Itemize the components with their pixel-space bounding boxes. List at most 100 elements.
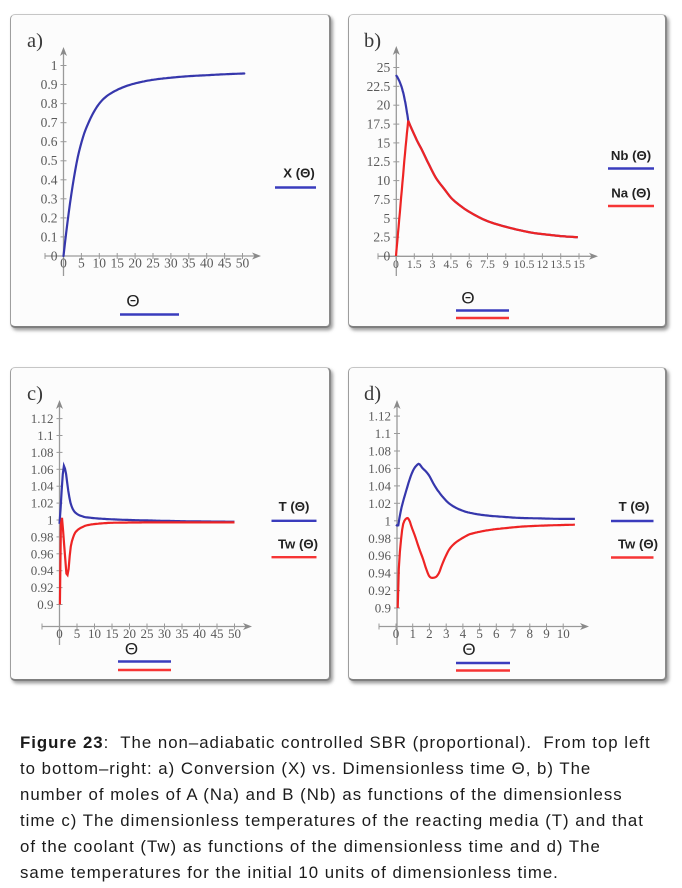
svg-text:Nb (Θ): Nb (Θ): [611, 148, 651, 163]
svg-text:0.9: 0.9: [41, 77, 58, 92]
svg-text:Θ: Θ: [461, 289, 474, 308]
svg-text:1.04: 1.04: [31, 479, 54, 494]
svg-text:1.04: 1.04: [368, 478, 391, 493]
svg-text:Θ: Θ: [126, 292, 139, 311]
svg-text:Na (Θ): Na (Θ): [611, 186, 651, 201]
svg-text:10.5: 10.5: [514, 257, 535, 271]
svg-text:7: 7: [510, 626, 517, 641]
svg-text:b): b): [364, 30, 381, 52]
svg-text:45: 45: [211, 626, 224, 641]
svg-text:a): a): [27, 30, 43, 52]
svg-text:0: 0: [384, 249, 391, 264]
svg-text:d): d): [364, 383, 381, 405]
svg-text:10: 10: [377, 173, 391, 188]
svg-text:12: 12: [537, 257, 549, 271]
svg-text:Tw (Θ): Tw (Θ): [618, 537, 658, 552]
svg-text:1.08: 1.08: [31, 445, 54, 460]
svg-text:3: 3: [443, 626, 450, 641]
svg-text:Θ: Θ: [462, 640, 475, 659]
svg-text:25: 25: [146, 256, 160, 271]
svg-text:0.9: 0.9: [37, 597, 53, 612]
svg-text:T (Θ): T (Θ): [279, 499, 310, 514]
svg-text:0.92: 0.92: [368, 583, 391, 598]
svg-text:1: 1: [385, 513, 392, 528]
svg-text:0.98: 0.98: [368, 531, 391, 546]
svg-text:15: 15: [377, 135, 391, 150]
svg-text:5: 5: [476, 626, 483, 641]
svg-text:0.9: 0.9: [375, 601, 391, 616]
svg-text:35: 35: [182, 256, 196, 271]
svg-text:13.5: 13.5: [550, 257, 571, 271]
svg-text:X (Θ): X (Θ): [283, 166, 315, 181]
svg-text:25: 25: [141, 626, 154, 641]
svg-text:2.5: 2.5: [373, 230, 390, 245]
svg-text:0.94: 0.94: [31, 563, 54, 578]
svg-text:20: 20: [128, 256, 142, 271]
svg-text:5: 5: [78, 256, 85, 271]
svg-text:7.5: 7.5: [373, 192, 390, 207]
svg-text:0.6: 0.6: [41, 134, 58, 149]
svg-text:10: 10: [88, 626, 101, 641]
svg-text:6: 6: [493, 626, 500, 641]
svg-text:2: 2: [426, 626, 433, 641]
svg-text:0.1: 0.1: [41, 229, 58, 244]
svg-text:40: 40: [193, 626, 206, 641]
svg-text:4: 4: [460, 626, 467, 641]
svg-text:30: 30: [164, 256, 178, 271]
svg-text:0.7: 0.7: [41, 115, 58, 130]
svg-text:1.06: 1.06: [31, 462, 54, 477]
svg-text:10: 10: [557, 626, 570, 641]
svg-text:1: 1: [47, 513, 54, 528]
svg-text:15: 15: [110, 256, 124, 271]
svg-text:20: 20: [123, 626, 136, 641]
svg-text:1.1: 1.1: [375, 426, 391, 441]
svg-text:12.5: 12.5: [367, 154, 391, 169]
svg-text:1: 1: [51, 58, 58, 73]
svg-text:1: 1: [409, 626, 416, 641]
svg-text:20: 20: [377, 98, 391, 113]
svg-text:1.12: 1.12: [31, 411, 54, 426]
svg-text:1.06: 1.06: [368, 461, 391, 476]
svg-text:0.2: 0.2: [41, 210, 58, 225]
svg-text:35: 35: [176, 626, 189, 641]
svg-text:9: 9: [503, 257, 509, 271]
svg-text:5: 5: [384, 211, 391, 226]
svg-text:0.4: 0.4: [41, 172, 58, 187]
svg-text:0.94: 0.94: [368, 566, 391, 581]
svg-text:Tw (Θ): Tw (Θ): [278, 537, 318, 552]
svg-text:7.5: 7.5: [480, 257, 495, 271]
svg-text:0.96: 0.96: [368, 548, 391, 563]
svg-text:22.5: 22.5: [367, 79, 391, 94]
svg-text:1.02: 1.02: [31, 496, 54, 511]
svg-text:1.12: 1.12: [368, 409, 391, 424]
svg-text:Θ: Θ: [125, 640, 138, 659]
svg-text:0: 0: [393, 626, 400, 641]
svg-text:0.3: 0.3: [41, 191, 58, 206]
svg-text:4.5: 4.5: [444, 257, 459, 271]
svg-text:1.5: 1.5: [407, 257, 422, 271]
svg-text:0: 0: [393, 257, 399, 271]
svg-text:T (Θ): T (Θ): [619, 499, 650, 514]
svg-text:50: 50: [228, 626, 241, 641]
svg-text:3: 3: [430, 257, 436, 271]
svg-text:15: 15: [106, 626, 119, 641]
svg-text:0: 0: [60, 256, 67, 271]
svg-text:0.92: 0.92: [31, 580, 54, 595]
svg-text:8: 8: [527, 626, 534, 641]
svg-text:1.02: 1.02: [368, 496, 391, 511]
svg-text:1.08: 1.08: [368, 444, 391, 459]
svg-text:25: 25: [377, 60, 391, 75]
svg-text:40: 40: [200, 256, 214, 271]
svg-text:15: 15: [573, 257, 585, 271]
svg-text:30: 30: [158, 626, 171, 641]
svg-text:9: 9: [543, 626, 550, 641]
svg-text:0.98: 0.98: [31, 529, 54, 544]
svg-text:45: 45: [218, 256, 232, 271]
svg-text:5: 5: [74, 626, 81, 641]
svg-text:1.1: 1.1: [37, 428, 53, 443]
svg-text:0: 0: [51, 249, 58, 264]
svg-text:0.8: 0.8: [41, 96, 58, 111]
svg-text:c): c): [27, 383, 43, 405]
svg-text:0.5: 0.5: [41, 153, 58, 168]
svg-text:10: 10: [93, 256, 107, 271]
